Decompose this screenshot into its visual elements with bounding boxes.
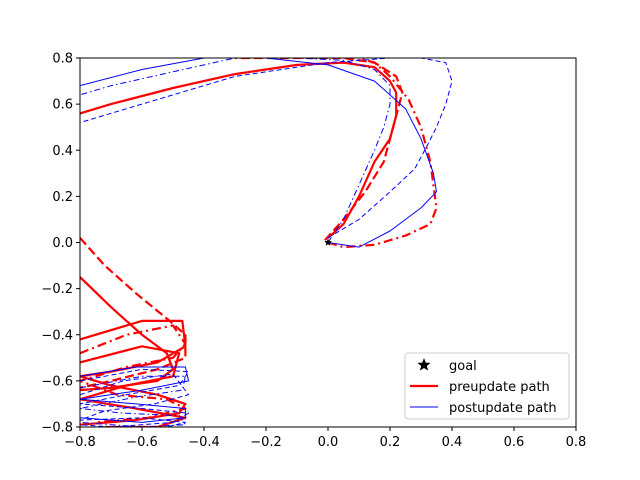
- x-tick-label: −0.4: [188, 435, 220, 450]
- y-tick-label: 0.4: [52, 144, 73, 159]
- legend-box: [404, 352, 570, 420]
- x-tick-label: 0.0: [318, 435, 339, 450]
- legend-goal-star-icon: [417, 358, 431, 371]
- y-tick-label: −0.6: [41, 374, 73, 389]
- series-line-postupdate-12: [80, 366, 189, 423]
- y-tick-label: 0.0: [52, 236, 73, 251]
- x-tick-label: 0.6: [504, 435, 525, 450]
- axis-layer: −0.8 −0.6 −0.4 −0.2 0.0 0.2 0.4 0.6 0.8 −0.8 −0.6 −…: [41, 52, 586, 451]
- y-tick-label: 0.2: [52, 190, 73, 205]
- legend-label-preupdate: preupdate path: [449, 380, 550, 395]
- series-line-postupdate-3: [80, 58, 437, 248]
- y-tick-label: −0.4: [41, 328, 73, 343]
- y-tick-label: −0.2: [41, 282, 73, 297]
- series-line-preupdate-0: [80, 61, 398, 239]
- series-layer: [80, 58, 453, 427]
- legend-label-postupdate: postupdate path: [449, 401, 557, 416]
- series-line-postupdate-5: [80, 58, 391, 243]
- x-tick-label: 0.4: [442, 435, 463, 450]
- legend-label-goal: goal: [449, 359, 477, 374]
- y-tick-label: −0.8: [41, 421, 73, 436]
- goal-layer: [324, 238, 332, 246]
- series-line-preupdate-6: [80, 237, 187, 389]
- x-tick-label: 0.2: [380, 435, 401, 450]
- x-tick-label: 0.8: [566, 435, 587, 450]
- y-tick-label: 0.6: [52, 98, 73, 113]
- series-line-preupdate-2: [327, 58, 438, 249]
- x-tick-label: −0.8: [64, 435, 96, 450]
- series-line-preupdate-9: [80, 324, 187, 424]
- goal-star-marker: [324, 238, 332, 246]
- series-line-postupdate-14: [80, 373, 189, 427]
- legend-items: [410, 358, 438, 408]
- x-tick-label: −0.6: [126, 435, 158, 450]
- series-line-postupdate-4: [80, 58, 453, 239]
- x-tick-label: −0.2: [250, 435, 282, 450]
- legend: goal preupdate path postupdate path: [404, 352, 570, 420]
- series-line-preupdate-8: [80, 319, 187, 426]
- series-line-preupdate-1: [235, 58, 404, 241]
- y-tick-label: 0.8: [52, 52, 73, 67]
